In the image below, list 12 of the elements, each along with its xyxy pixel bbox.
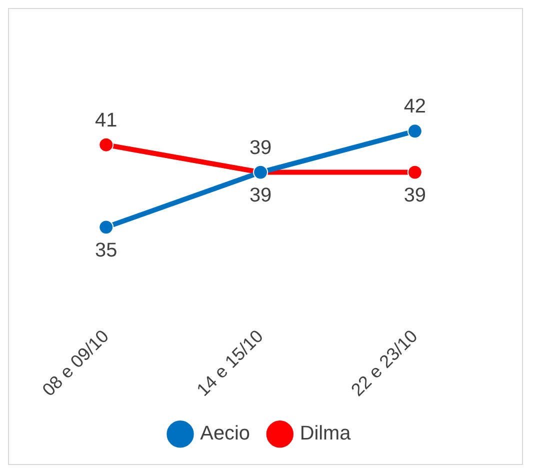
legend-label: Dilma — [300, 422, 352, 445]
legend-label: Aecio — [200, 422, 250, 445]
data-label: 41 — [95, 109, 118, 132]
data-label: 35 — [95, 240, 118, 262]
point — [407, 124, 422, 139]
point — [98, 220, 114, 235]
point — [98, 137, 114, 152]
data-label: 42 — [404, 96, 426, 118]
point — [407, 164, 422, 180]
data-label: 39 — [404, 184, 426, 207]
data-label: 39 — [249, 184, 272, 207]
data-label: 39 — [249, 136, 272, 159]
